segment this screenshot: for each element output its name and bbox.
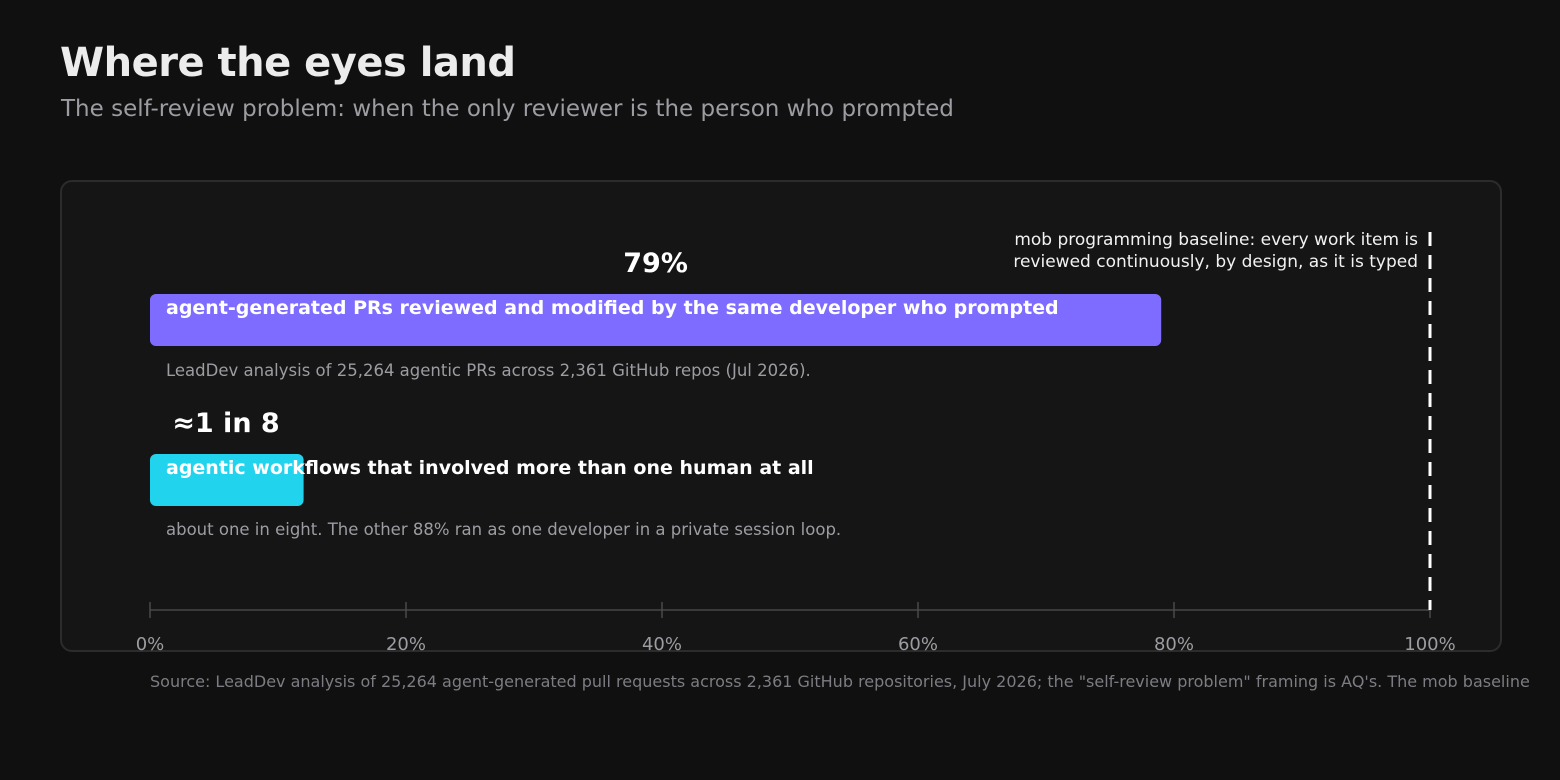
x-tick-label: 60% <box>898 634 938 655</box>
bar-1-value-label: 79% <box>623 248 688 279</box>
mob-baseline-label: reviewed continuously, by design, as it … <box>1013 252 1418 272</box>
source-note: Source: LeadDev analysis of 25,264 agent… <box>150 672 1530 691</box>
x-tick-label: 100% <box>1404 634 1455 655</box>
bar-2-value-label: ≈1 in 8 <box>172 408 279 439</box>
bar-2 <box>150 454 304 506</box>
chart-title: Where the eyes land <box>60 40 516 86</box>
bar-2-note: about one in eight. The other 88% ran as… <box>166 520 841 539</box>
x-tick-label: 0% <box>136 634 165 655</box>
mob-baseline-label: mob programming baseline: every work ite… <box>1014 230 1418 250</box>
bar-chart: 79% agent-generated PRs reviewed and modi… <box>136 230 1456 655</box>
bar-1-note: LeadDev analysis of 25,264 agentic PRs a… <box>166 361 811 380</box>
x-tick-label: 40% <box>642 634 682 655</box>
bar-1 <box>150 294 1162 346</box>
x-tick-label: 80% <box>1154 634 1194 655</box>
chart-card <box>60 180 1502 652</box>
chart-subtitle: The self-review problem: when the only r… <box>61 96 954 122</box>
bar-1-category-label: agent-generated PRs reviewed and modifie… <box>166 297 1059 319</box>
x-tick-label: 20% <box>386 634 426 655</box>
bar-2-category-label: agentic workflows that involved more tha… <box>166 457 814 479</box>
